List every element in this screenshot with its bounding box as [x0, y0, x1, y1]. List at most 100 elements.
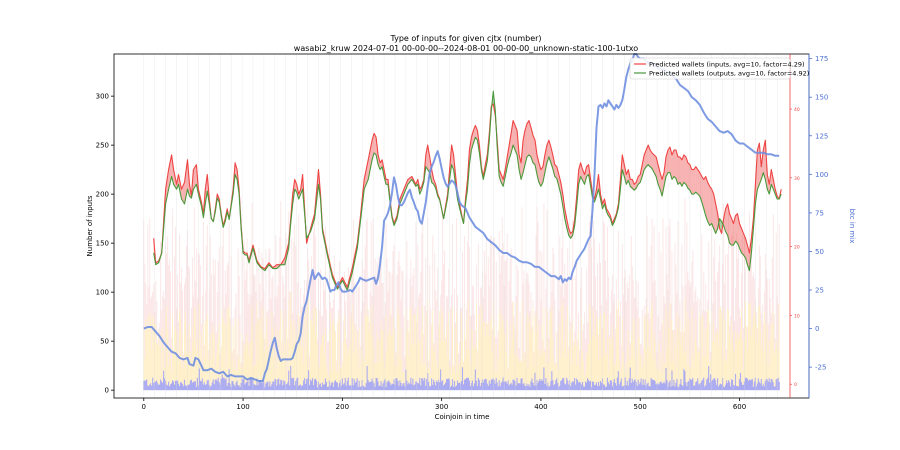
fill-between-area	[650, 150, 653, 169]
fill-between-area	[711, 189, 714, 229]
fill-between-area	[527, 120, 529, 157]
y-axis-label: Number of inputs	[86, 195, 94, 256]
x-tick-label: 400	[534, 403, 547, 411]
fill-between-area	[515, 125, 518, 155]
fill-between-area	[193, 164, 197, 190]
fill-between-area	[542, 154, 545, 183]
y-tick-label: 250	[96, 142, 109, 150]
series-line-0	[153, 103, 782, 288]
fill-between-area	[652, 153, 655, 173]
fill-between-area	[705, 176, 708, 222]
y3-tick-label: 0	[794, 382, 797, 388]
chart-subtitle: wasabi2_kruw 2024-07-01 00-00-00--2024-0…	[294, 44, 638, 53]
legend: Predicted wallets (inputs, avg=10, facto…	[629, 57, 809, 80]
fill-between-area	[697, 169, 700, 197]
x-tick-label: 100	[236, 403, 249, 411]
y-tick-label: 300	[96, 93, 109, 101]
fill-between-area	[533, 135, 535, 165]
fill-between-area	[529, 120, 531, 157]
y3-tick-label: 10	[794, 313, 800, 319]
x-tick-label: 0	[142, 403, 146, 411]
fill-between-area	[701, 176, 704, 209]
fill-between-area	[509, 133, 512, 159]
fill-between-area	[540, 166, 543, 187]
fill-between-area	[681, 154, 684, 187]
fill-between-area	[544, 145, 547, 173]
fill-between-area	[554, 164, 557, 179]
y2-tick-label: 150	[815, 94, 828, 102]
fill-between-area	[525, 123, 527, 165]
y-axis-inner-right: 0 10 20 30 40	[789, 54, 800, 398]
fill-between-area	[638, 174, 641, 185]
fill-between-area	[693, 166, 696, 195]
fill-between-area	[632, 179, 635, 191]
fill-between-area	[552, 154, 555, 177]
fill-between-area	[584, 166, 587, 185]
fill-between-area	[743, 233, 746, 258]
fill-between-area	[165, 169, 169, 204]
y2-axis-label: btc in mix	[848, 209, 856, 244]
y-tick-label: 150	[96, 240, 109, 248]
fill-between-area	[699, 172, 702, 202]
fill-between-area	[672, 150, 674, 180]
fill-between-area	[709, 186, 712, 226]
y2-tick-label: 50	[815, 248, 824, 256]
y-axis-left: 0 50 100 150 200 250 300	[96, 93, 114, 395]
legend-label: Predicted wallets (outputs, avg=10, fact…	[649, 70, 809, 78]
y2-tick-label: 175	[815, 55, 828, 63]
y2-tick-label: 125	[815, 132, 828, 140]
fill-between-area	[184, 159, 188, 204]
x-tick-label: 500	[634, 403, 647, 411]
fill-between-area	[374, 133, 377, 155]
legend-box	[629, 57, 791, 80]
fill-between-area	[739, 223, 742, 253]
y3-tick-label: 40	[794, 107, 800, 113]
fill-between-area	[689, 164, 692, 195]
fill-between-area	[725, 203, 728, 236]
fill-between-area	[687, 162, 690, 191]
x-tick-label: 600	[733, 403, 746, 411]
fill-between-area	[729, 213, 732, 246]
fill-between-area	[676, 150, 678, 185]
y-tick-label: 100	[96, 289, 109, 297]
fill-between-area	[735, 213, 738, 244]
y-tick-label: 0	[105, 387, 109, 395]
y2-tick-label: 75	[815, 209, 824, 217]
fill-between-area	[654, 154, 657, 177]
y-tick-label: 200	[96, 191, 109, 199]
fill-between-area	[731, 218, 734, 246]
fill-between-area	[471, 130, 474, 150]
x-axis: 0 100 200 300 400 500 600	[142, 398, 746, 411]
fill-between-area	[368, 140, 373, 180]
y2-tick-label: -25	[815, 364, 826, 372]
y-tick-label: 50	[100, 338, 109, 346]
y2-tick-label: 100	[815, 171, 828, 179]
fill-between-area	[513, 120, 516, 150]
x-tick-label: 300	[435, 403, 448, 411]
fill-between-area	[741, 228, 744, 255]
fill-between-area	[580, 162, 583, 181]
fill-between-area	[531, 127, 533, 163]
fill-between-area	[558, 174, 561, 195]
fill-between-area	[670, 147, 672, 180]
fill-between-area	[668, 147, 670, 173]
fill-between-area	[168, 154, 172, 190]
fill-between-area	[679, 156, 682, 187]
fill-between-area	[427, 145, 430, 173]
fill-between-area	[683, 154, 686, 185]
fill-between-area	[648, 145, 651, 167]
fill-between-area	[425, 145, 428, 170]
y2-tick-label: 25	[815, 287, 824, 295]
fill-between-area	[695, 166, 698, 195]
x-axis-label: Coinjoin in time	[435, 413, 490, 421]
fill-between-area	[386, 179, 388, 185]
fill-between-area	[677, 156, 680, 185]
fill-between-area	[646, 145, 649, 167]
y3-tick-label: 20	[794, 245, 800, 251]
fill-between-area	[703, 176, 706, 216]
series-line-1	[153, 90, 782, 291]
x-tick-label: 200	[336, 403, 349, 411]
chart-title: Type of inputs for given cjtx (number)	[389, 34, 541, 43]
fill-between-area	[674, 150, 676, 179]
